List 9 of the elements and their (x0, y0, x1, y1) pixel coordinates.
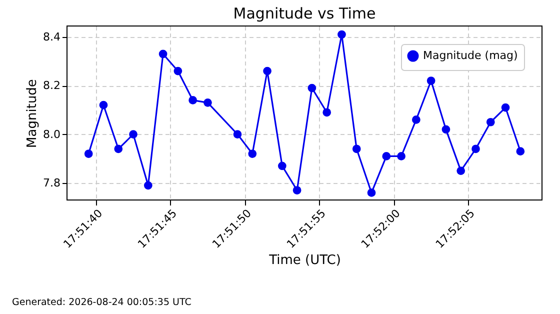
y-tick-label: 8.4 (43, 30, 60, 44)
text: Generated: 2026-08-24 00:05:35 UTC (12, 297, 192, 308)
chart-title: Magnitude vs Time (233, 4, 376, 22)
y-tick-label: 8.0 (43, 128, 60, 141)
legend-label: Magnitude (mag) (423, 49, 518, 62)
y-tick-label: 8.2 (43, 79, 60, 92)
y-axis-title: Magnitude (25, 79, 40, 148)
x-axis-title: Time (UTC) (268, 253, 341, 268)
y-tick-label: 7.8 (43, 176, 60, 190)
